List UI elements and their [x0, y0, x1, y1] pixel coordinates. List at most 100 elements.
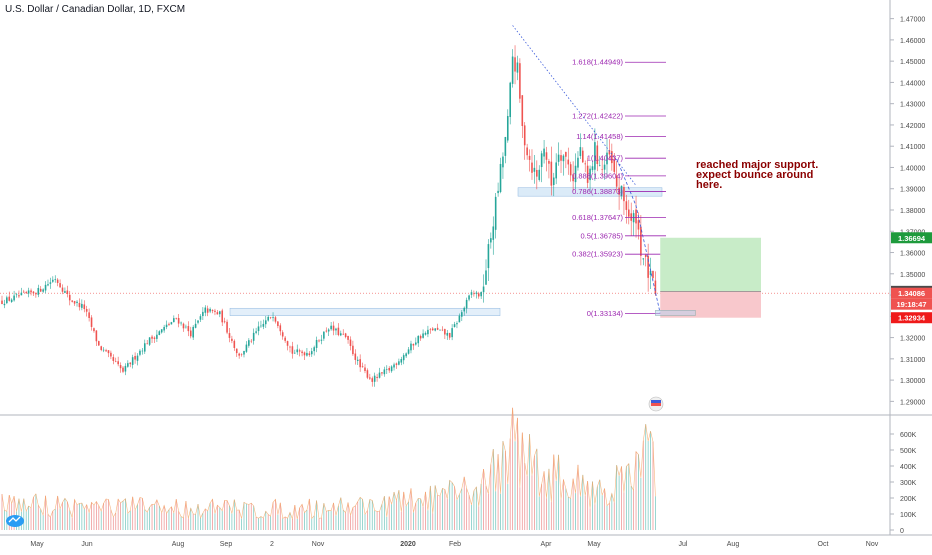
candle-body — [177, 318, 180, 324]
candle-body — [349, 339, 352, 346]
candle-body — [480, 292, 482, 297]
chart-title: U.S. Dollar / Canadian Dollar, 1D, FXCM — [5, 4, 186, 15]
candle-body — [352, 345, 354, 355]
price-tick-label: 1.45000 — [900, 59, 925, 66]
price-tick-label: 1.30000 — [900, 378, 925, 385]
price-label-box — [891, 298, 932, 310]
candle-body — [206, 308, 209, 313]
tradingview-logo — [6, 515, 24, 527]
candle-body — [340, 333, 342, 336]
candle-body — [603, 164, 606, 170]
candle-body — [284, 337, 286, 341]
candle-body — [497, 190, 499, 194]
candle-body — [412, 344, 415, 346]
candle-body — [279, 325, 282, 332]
candle-body — [393, 364, 395, 368]
candle-body — [531, 162, 533, 173]
candle-body — [552, 177, 555, 186]
candle-body — [250, 340, 253, 342]
candle-body — [298, 350, 301, 352]
candle-body — [310, 351, 313, 355]
time-tick-label: May — [587, 541, 601, 548]
candle-body — [223, 321, 226, 323]
fib-level-label: 0.786(1.38873) — [572, 187, 623, 196]
time-axis: May Jun Aug Sep 2 Nov 2020 Feb Apr May Jul Aug Oct No… — [30, 541, 878, 548]
candle-body — [361, 366, 364, 368]
candle-body — [313, 347, 315, 352]
candle-body — [173, 318, 175, 323]
candle-body — [451, 328, 453, 338]
candle-body — [586, 165, 589, 183]
time-tick-label: Feb — [449, 541, 461, 548]
candles — [1, 45, 657, 387]
candle-body — [25, 292, 27, 294]
candle-body — [490, 238, 492, 243]
candle-body — [465, 299, 468, 309]
candle-body — [649, 270, 652, 275]
candle-body — [303, 352, 306, 356]
candle-body — [410, 343, 412, 351]
candle-body — [160, 329, 163, 333]
candle-body — [27, 290, 30, 294]
candle-body — [318, 340, 320, 342]
candle-body — [356, 359, 359, 361]
time-tick-label: Sep — [220, 541, 233, 548]
candle-body — [623, 187, 625, 202]
price-label-box — [891, 312, 932, 324]
candle-body — [468, 295, 470, 300]
candle-body — [216, 312, 219, 315]
candle-body — [156, 334, 158, 339]
candle-body — [8, 296, 11, 301]
candle-body — [540, 153, 543, 168]
candle-body — [327, 329, 330, 332]
candle-body — [521, 95, 524, 127]
candle-body — [402, 355, 405, 361]
candle-body — [192, 326, 194, 338]
candle-body — [635, 209, 637, 224]
candle-body — [458, 315, 461, 323]
candle-body — [383, 369, 386, 375]
candle-body — [429, 329, 432, 330]
candle-body — [427, 329, 429, 335]
price-tick-label: 1.36000 — [900, 251, 925, 258]
candle-body — [71, 300, 73, 302]
candle-body — [400, 359, 403, 363]
candle-body — [477, 293, 480, 297]
candle-body — [415, 342, 417, 345]
candle-body — [519, 63, 521, 99]
candle-body — [613, 159, 616, 172]
candle-body — [262, 323, 265, 327]
candle-body — [1, 300, 3, 305]
logo-mark-icon — [8, 516, 21, 523]
candle-body — [550, 161, 553, 186]
candle-body — [204, 307, 207, 313]
candle-body — [32, 291, 35, 294]
candle-body — [296, 349, 299, 353]
candle-body — [647, 256, 649, 278]
price-tick-label: 1.44000 — [900, 80, 925, 87]
candle-body — [136, 355, 139, 361]
candle-body — [506, 115, 509, 141]
candle-body — [214, 310, 216, 312]
candle-body — [240, 354, 243, 356]
candle-body — [209, 308, 211, 312]
candle-body — [83, 304, 86, 310]
time-tick-label: Oct — [818, 541, 829, 548]
candle-body — [199, 316, 202, 320]
candle-body — [117, 361, 119, 365]
candle-body — [434, 328, 436, 331]
candle-body — [248, 340, 250, 346]
price-label-box — [891, 232, 932, 244]
candle-body — [228, 333, 231, 338]
candle-body — [47, 284, 49, 286]
candle-body — [277, 321, 279, 327]
volume-axis: 600K 500K 400K 300K 200K 100K 0 — [890, 432, 917, 535]
candle-body — [163, 326, 165, 331]
candle-body — [315, 339, 318, 348]
candle-body — [122, 367, 124, 372]
candle-body — [112, 357, 115, 361]
fibonacci-levels: 1.618(1.44949) 1.272(1.42422) 1.14(1.41458… — [572, 58, 666, 318]
candle-body — [444, 329, 446, 335]
candle-body — [335, 328, 337, 331]
